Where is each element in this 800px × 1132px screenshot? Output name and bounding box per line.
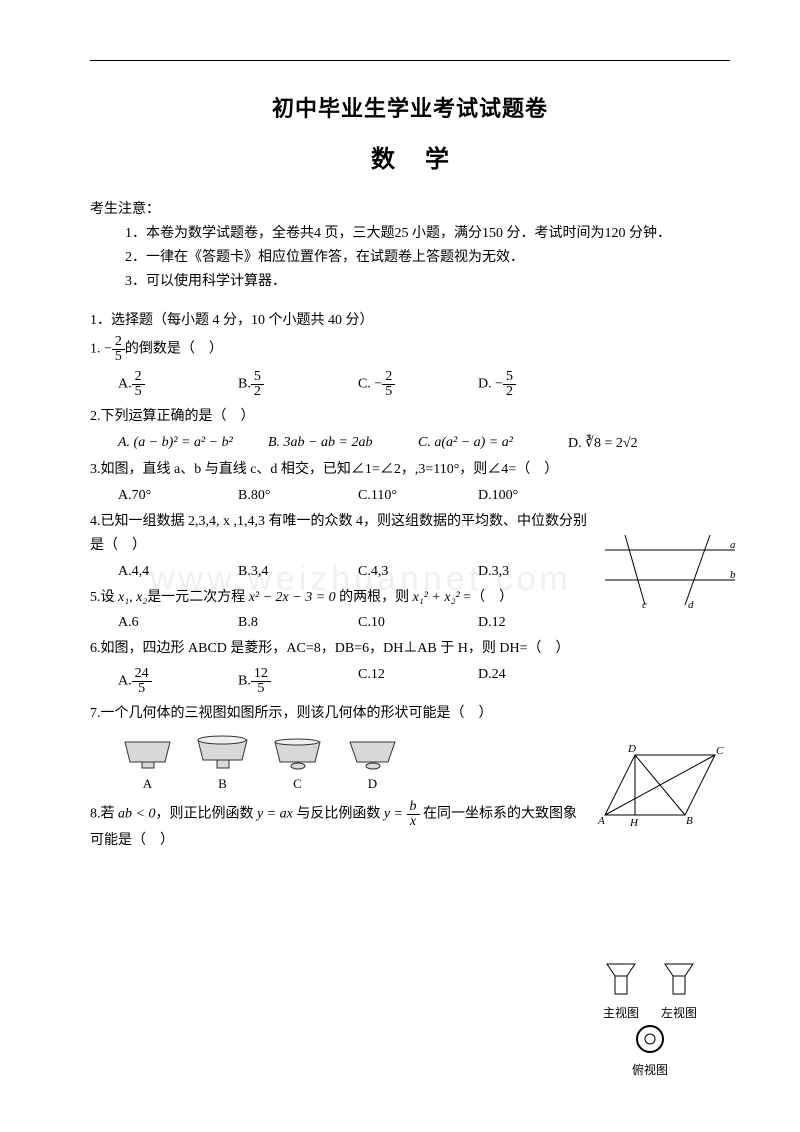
q1-opt-c: C. −25 xyxy=(358,370,478,399)
q1-opt-d: D. −52 xyxy=(478,370,598,399)
q4-opt-b: B.3,4 xyxy=(238,564,358,580)
q1-opt-b: B.52 xyxy=(238,370,358,399)
q2-opt-c: C. a(a² − a) = a² xyxy=(418,435,568,452)
q3-opt-c: C.110° xyxy=(358,488,478,504)
left-view: 左视图 xyxy=(659,960,699,1021)
figure-q7-views: 主视图 左视图 俯视图 xyxy=(580,960,720,1078)
q5-opt-b: B.8 xyxy=(238,615,358,631)
q4-opt-d: D.3,3 xyxy=(478,564,598,580)
svg-text:C: C xyxy=(716,745,724,757)
q2-opt-d: D. ∛8 = 2√2 xyxy=(568,435,718,452)
q1-opt-a: A.25 xyxy=(118,370,238,399)
q5-opt-a: A.6 xyxy=(118,615,238,631)
svg-text:a: a xyxy=(730,539,736,551)
top-view: 俯视图 xyxy=(580,1023,720,1078)
page-content: 初中毕业生学业考试试题卷 数学 考生注意： 1．本卷为数学试题卷，全卷共4 页，… xyxy=(90,60,730,853)
question-6: 6.如图，四边形 ABCD 是菱形，AC=8，DB=6，DH⊥AB 于 H，则 … xyxy=(90,637,570,661)
q6-opt-a: A.245 xyxy=(118,667,238,696)
question-3: 3.如图，直线 a、b 与直线 c、d 相交，已知∠1=∠2，,3=110°，则… xyxy=(90,458,560,482)
svg-text:D: D xyxy=(627,743,636,755)
subject-title: 数学 xyxy=(90,139,730,174)
notice-line-3: 3．可以使用科学计算器． xyxy=(125,270,730,294)
q1-fraction: 25 xyxy=(112,335,125,364)
q3-opt-d: D.100° xyxy=(478,488,598,504)
section-1-header: 1．选择题（每小题 4 分，10 个小题共 40 分） xyxy=(90,309,730,329)
q7-shape-d: D xyxy=(345,732,400,792)
q1-text-post: 的倒数是（ ） xyxy=(125,342,223,357)
question-1: 1. −25的倒数是（ ） xyxy=(90,335,730,364)
q6-opt-d: D.24 xyxy=(478,667,598,696)
notice-line-2: 2．一律在《答题卡》相应位置作答，在试题卷上答题视为无效． xyxy=(125,246,730,270)
q5-opt-d: D.12 xyxy=(478,615,598,631)
notice-block: 1．本卷为数学试题卷，全卷共4 页，三大题25 小题，满分150 分．考试时间为… xyxy=(90,222,730,293)
q6-options: A.245 B.125 C.12 D.24 xyxy=(118,667,730,696)
q2-options: A. (a − b)² = a² − b² B. 3ab − ab = 2ab … xyxy=(118,435,730,452)
notice-heading: 考生注意： xyxy=(90,198,730,218)
main-view: 主视图 xyxy=(601,960,641,1021)
q3-opt-b: B.80° xyxy=(238,488,358,504)
svg-text:b: b xyxy=(730,569,736,581)
q1-text-pre: 1. − xyxy=(90,342,112,357)
q4-opt-c: C.4,3 xyxy=(358,564,478,580)
q7-shape-b: B xyxy=(195,732,250,792)
question-7: 7.一个几何体的三视图如图所示，则该几何体的形状可能是（ ） xyxy=(90,702,730,726)
figure-q6: A B C D H xyxy=(590,740,730,835)
q1-options: A.25 B.52 C. −25 D. −52 xyxy=(118,370,730,399)
q5-opt-c: C.10 xyxy=(358,615,478,631)
question-5: 5.设 x₁, x₂是一元二次方程 x² − 2x − 3 = 0 的两根，则 … xyxy=(90,586,730,610)
top-rule xyxy=(90,60,730,61)
q5-options: A.6 B.8 C.10 D.12 xyxy=(118,615,730,631)
question-2: 2.下列运算正确的是（ ） xyxy=(90,405,730,429)
notice-line-1: 1．本卷为数学试题卷，全卷共4 页，三大题25 小题，满分150 分．考试时间为… xyxy=(125,222,730,246)
q3-options: A.70° B.80° C.110° D.100° xyxy=(118,488,730,504)
svg-text:B: B xyxy=(686,815,693,827)
q2-opt-b: B. 3ab − ab = 2ab xyxy=(268,435,418,452)
svg-text:H: H xyxy=(629,817,639,829)
q7-shape-a: A xyxy=(120,732,175,792)
q7-shape-c: C xyxy=(270,732,325,792)
q3-opt-a: A.70° xyxy=(118,488,238,504)
main-title: 初中毕业生学业考试试题卷 xyxy=(90,91,730,123)
q4-opt-a: A.4,4 xyxy=(118,564,238,580)
question-4: 4.已知一组数据 2,3,4, x ,1,4,3 有唯一的众数 4，则这组数据的… xyxy=(90,510,590,558)
svg-text:A: A xyxy=(597,815,605,827)
q6-opt-b: B.125 xyxy=(238,667,358,696)
question-8: 8.若 ab < 0，则正比例函数 y = ax 与反比例函数 y = bx 在… xyxy=(90,800,590,853)
q6-opt-c: C.12 xyxy=(358,667,478,696)
q2-opt-a: A. (a − b)² = a² − b² xyxy=(118,435,268,452)
